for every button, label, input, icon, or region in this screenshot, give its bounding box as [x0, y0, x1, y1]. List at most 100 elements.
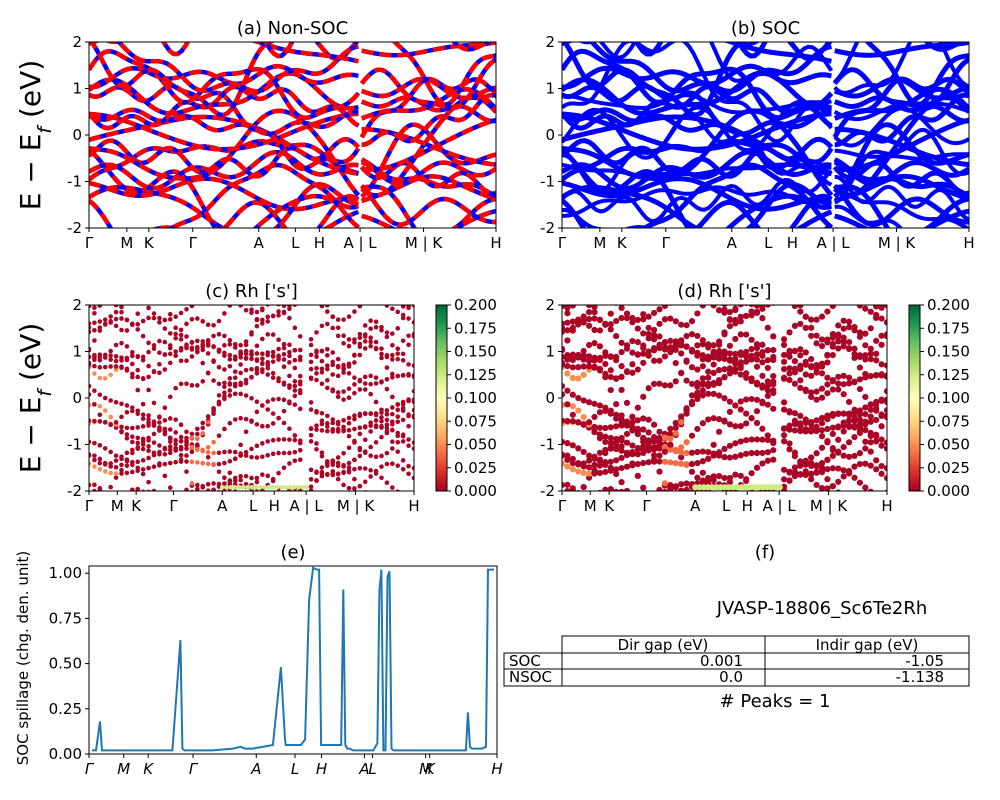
scatter-point-c [319, 410, 325, 416]
scatter-point-c [222, 449, 227, 455]
scatter-point-d [580, 319, 587, 326]
scatter-point-c [319, 465, 325, 470]
scatter-point-c [238, 477, 243, 483]
scatter-point-c [276, 313, 281, 318]
plot-title-d: (d) Rh ['s'] [677, 281, 771, 302]
scatter-point-c [184, 429, 189, 435]
scatter-point-d [607, 386, 614, 394]
scatter-point-d [564, 356, 571, 363]
scatter-point-c [135, 440, 141, 446]
scatter-point-c [151, 488, 157, 491]
scatter-point-c [260, 472, 265, 477]
band-line-b [835, 30, 969, 38]
scatter-point-c [108, 320, 113, 325]
scatter-point-d [678, 481, 685, 488]
scatter-point-c [119, 467, 124, 473]
scatter-point-c [135, 367, 141, 373]
scatter-point-c [325, 459, 330, 464]
colorbar-tick-label: 0.050 [927, 436, 970, 454]
scatter-point-d [607, 424, 614, 431]
scatter-point-d [715, 367, 723, 374]
scatter-point-d [780, 438, 788, 445]
scatter-point-d [883, 445, 887, 452]
scatter-point-d [715, 354, 723, 362]
scatter-point-c [400, 312, 406, 318]
scatter-point-c [162, 452, 168, 457]
scatter-point-c [104, 490, 106, 491]
scatter-point-c [113, 453, 119, 458]
scatter-point-d [672, 359, 679, 367]
scatter-point-d [580, 363, 587, 370]
scatter-point-c [368, 381, 373, 387]
scatter-point-c [265, 372, 271, 377]
x-tick-label: L [368, 760, 376, 778]
scatter-point-d [715, 380, 723, 387]
band-line-a [89, 71, 359, 116]
scatter-point-c [362, 334, 368, 339]
scatter-point-c [140, 467, 146, 472]
scatter-point-d [721, 355, 728, 363]
scatter-point-d [564, 319, 571, 326]
scatter-point-c [189, 316, 195, 322]
scatter-point-d [683, 461, 690, 468]
scatter-point-c [260, 321, 265, 326]
scatter-point-c [216, 364, 222, 370]
scatter-point-d [737, 365, 744, 372]
data-layer [89, 30, 969, 752]
scatter-point-d [808, 389, 815, 396]
scatter-point-c [227, 420, 233, 426]
scatter-point-c [325, 363, 330, 369]
scatter-point-d [845, 417, 853, 424]
scatter-point-c [195, 383, 200, 388]
scatter-point-d [873, 457, 880, 464]
scatter-point-d [835, 380, 842, 387]
scatter-point-d [824, 439, 831, 446]
scatter-point-c [227, 357, 233, 362]
scatter-point-d [764, 357, 771, 364]
scatter-point-d [867, 439, 874, 446]
band-line-b [834, 148, 969, 161]
scatter-point-c [341, 366, 346, 372]
scatter-point-d [726, 350, 734, 357]
scatter-point-c [308, 336, 314, 342]
scatter-point-d [602, 486, 609, 491]
scatter-point-d [656, 468, 663, 475]
scatter-point-d [602, 321, 609, 328]
scatter-point-c [411, 320, 414, 325]
scatter-point-c [205, 488, 211, 491]
x-tick-label: H [881, 497, 892, 515]
scatter-point-d [835, 333, 842, 340]
scatter-point-c [108, 348, 113, 354]
scatter-point-c [395, 351, 401, 356]
scatter-point-d [562, 417, 566, 424]
scatter-point-d [710, 351, 717, 358]
scatter-point-c [314, 377, 319, 383]
scatter-point-d [808, 470, 815, 477]
x-tick-label: M | K [405, 234, 444, 252]
band-line-b [562, 42, 832, 144]
scatter-point-c [304, 484, 310, 490]
scatter-point-d [656, 320, 663, 327]
scatter-point-c [362, 346, 368, 351]
scatter-point-d [829, 378, 836, 385]
scatter-point-d [688, 380, 696, 387]
scatter-point-c [281, 380, 287, 386]
scatter-point-c [216, 401, 222, 407]
scatter-point-d [596, 469, 604, 477]
scatter-point-d [585, 419, 593, 426]
scatter-point-d [818, 385, 826, 392]
scatter-point-c [89, 354, 92, 360]
scatter-point-d [596, 316, 604, 323]
scatter-point-c [162, 461, 168, 467]
scatter-point-d [759, 460, 766, 467]
scatter-point-c [249, 475, 254, 481]
scatter-point-c [151, 346, 157, 351]
scatter-point-c [357, 331, 363, 337]
scatter-point-d [753, 396, 761, 403]
scatter-point-c [254, 357, 260, 362]
scatter-point-d [607, 439, 614, 447]
scatter-point-c [319, 473, 325, 479]
scatter-point-c [373, 324, 379, 330]
scatter-point-d [672, 424, 679, 431]
scatter-point-d [813, 316, 820, 323]
